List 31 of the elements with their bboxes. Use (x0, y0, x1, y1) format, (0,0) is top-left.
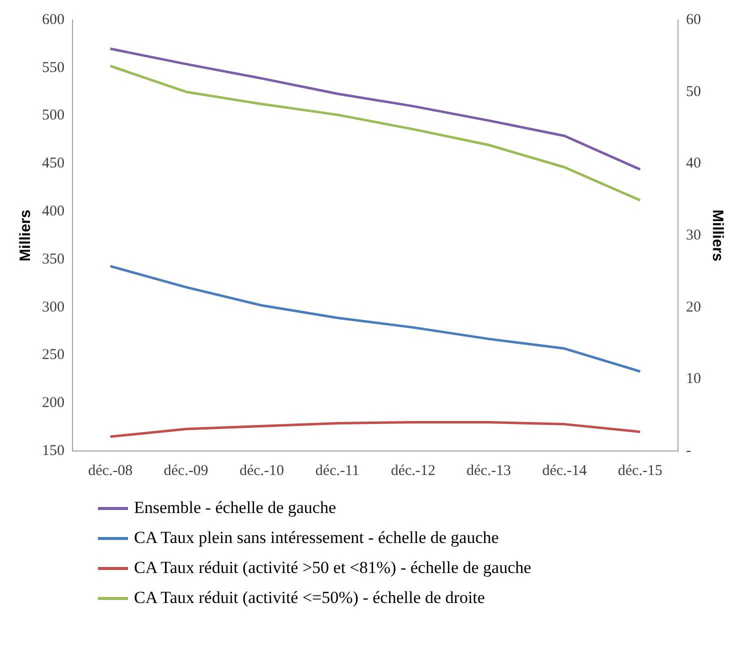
legend-label: CA Taux réduit (activité <=50%) - échelle de droite (134, 588, 485, 608)
y2-tick-label: 20 (686, 299, 701, 316)
x-tick-label: déc.-10 (239, 462, 284, 479)
x-tick-label: déc.-12 (390, 462, 436, 479)
y2-tick-label: 60 (686, 12, 701, 28)
x-tick-label: déc.-14 (542, 462, 588, 479)
x-tick-label: déc.-15 (618, 462, 662, 479)
y2-tick-label: 50 (686, 84, 701, 100)
y-tick-label: 600 (42, 12, 64, 28)
y-tick-label: 250 (42, 347, 64, 364)
legend-label: Ensemble - échelle de gauche (134, 498, 336, 518)
x-tick-label: déc.-11 (315, 462, 360, 479)
y2-tick-label: 40 (686, 156, 701, 172)
y-axis-title: Milliers (17, 210, 34, 262)
x-tick-label: déc.-08 (88, 462, 133, 479)
y-tick-label: 400 (42, 203, 64, 220)
legend-label: CA Taux réduit (activité >50 et <81%) - échelle de gauche (134, 558, 532, 578)
legend-label: CA Taux plein sans intéressement - échelle de gauche (134, 528, 499, 548)
y-tick-label: 200 (42, 395, 64, 412)
x-tick-label: déc.-09 (164, 462, 208, 479)
y2-tick-label: 10 (686, 371, 701, 388)
y-tick-label: 150 (42, 442, 64, 459)
y-tick-label: 500 (42, 108, 64, 124)
y-tick-label: 300 (42, 299, 64, 316)
y-tick-label: 450 (42, 156, 64, 172)
y-tick-label: 350 (42, 251, 64, 268)
y2-axis-title: Milliers (708, 210, 726, 262)
y2-tick-label: 30 (686, 227, 701, 244)
y-tick-label: 550 (42, 60, 64, 76)
y2-tick-label: - (686, 442, 691, 459)
x-tick-label: déc.-13 (466, 462, 512, 479)
